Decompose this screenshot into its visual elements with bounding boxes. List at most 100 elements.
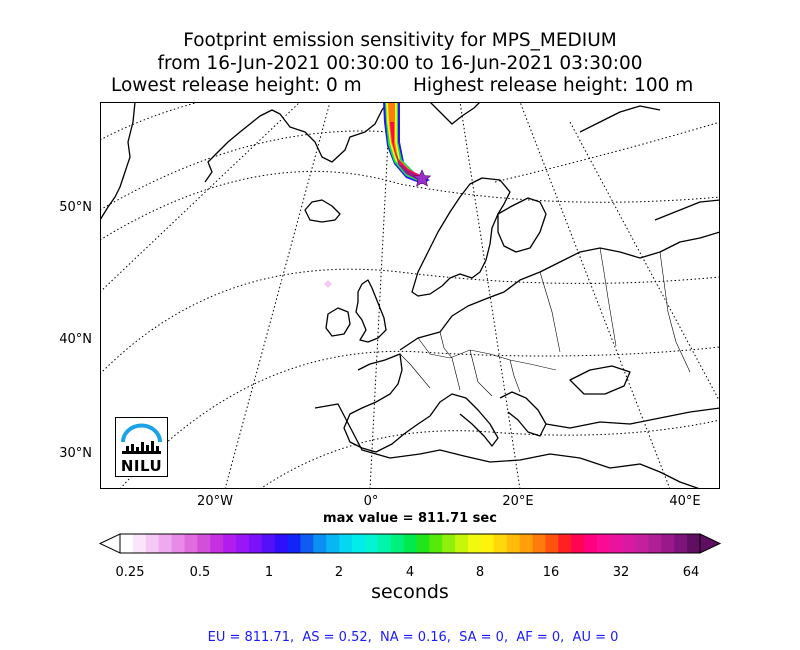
lat-label-50n: 50°N	[59, 200, 92, 215]
russia-north-coast	[654, 199, 720, 221]
colorbar-cell	[687, 534, 701, 553]
footprint-plume	[324, 102, 430, 288]
colorbar	[98, 533, 722, 554]
nilu-logo: NILU	[115, 417, 168, 477]
lon-label-20e: 20°E	[502, 494, 534, 509]
latitude-50-line	[100, 268, 720, 375]
colorbar-cell	[171, 534, 186, 553]
colorbar-cell	[120, 534, 134, 553]
greenland-east-coast	[204, 102, 389, 183]
colorbar-tick: 0.25	[115, 565, 145, 580]
north-africa-coast	[314, 403, 701, 489]
colorbar-cell	[442, 534, 456, 553]
latitude-40-line	[119, 346, 720, 489]
great-britain-outline	[355, 279, 387, 343]
colorbar-cell	[210, 534, 224, 553]
colorbar-tick: 32	[612, 565, 630, 580]
meridian-50e-line	[569, 121, 720, 403]
meridian-40w-line	[100, 102, 301, 293]
lon-label-40e: 40°E	[669, 494, 701, 509]
nilu-logo-text: NILU	[120, 457, 163, 475]
colorbar-tick: 0.5	[189, 565, 211, 580]
lon-label-20w: 20°W	[197, 494, 233, 509]
colorbar-cell	[571, 534, 585, 553]
colorbar-min-extend	[98, 533, 121, 554]
colorbar-frame	[119, 533, 701, 554]
meridian-40e-line	[519, 102, 671, 489]
colorbar-tick: 8	[475, 565, 485, 580]
colorbar-cell	[145, 534, 160, 553]
latitude-60a-line	[100, 130, 391, 211]
colorbar-cell	[223, 534, 237, 553]
colorbar-cell	[661, 534, 675, 553]
colorbar-cell	[480, 534, 495, 553]
colorbar-cell	[506, 534, 521, 553]
nilu-logo-icon	[121, 423, 162, 454]
colorbar-cell	[416, 534, 430, 553]
colorbar-cell	[455, 534, 469, 553]
colorbar-cell	[377, 534, 392, 553]
colorbar-cell	[339, 534, 353, 553]
coastlines	[100, 102, 720, 489]
colorbar-cell	[532, 534, 546, 553]
black-sea-outline	[569, 365, 631, 395]
star-icon[interactable]	[412, 169, 432, 187]
latitude-70-line	[100, 102, 202, 141]
balkans-outline	[499, 391, 547, 437]
colorbar-cell	[596, 534, 611, 553]
colorbar-tick: 64	[682, 565, 700, 580]
novaya-zemlya-outline	[579, 105, 661, 133]
colorbar-tick: 4	[405, 565, 415, 580]
colorbar-tick: 16	[542, 565, 560, 580]
country-borders	[399, 247, 691, 397]
lon-label-0: 0°	[363, 494, 379, 509]
scandinavia-outline	[411, 177, 511, 297]
meridian-20w-line	[224, 102, 331, 489]
colorbar-cell	[558, 534, 572, 553]
colorbar-cell	[622, 534, 637, 553]
colorbar-cell	[261, 534, 276, 553]
region-totals: EU = 811.71, AS = 0.52, NA = 0.16, SA = …	[207, 630, 619, 645]
lowest-release-height: Lowest release height: 0 m	[111, 75, 362, 96]
colorbar-cell	[158, 534, 173, 553]
colorbar-cell	[468, 534, 482, 553]
lat-label-30n: 30°N	[59, 446, 92, 461]
colorbar-cell	[648, 534, 662, 553]
colorbar-cell	[132, 534, 147, 553]
colorbar-cell	[300, 534, 314, 553]
title-line-1: Footprint emission sensitivity for MPS_M…	[183, 30, 617, 51]
colorbar-cell	[248, 534, 263, 553]
colorbar-cell	[274, 534, 289, 553]
colorbar-cell	[352, 534, 366, 553]
colorbar-cell	[584, 534, 598, 553]
finland-outline	[497, 197, 547, 253]
colorbar-cell	[326, 534, 340, 553]
latitude-60c-line	[100, 170, 720, 241]
iceland-outline	[304, 199, 341, 223]
colorbar-cell	[674, 534, 688, 553]
colorbar-cell	[429, 534, 443, 553]
turkey-coast	[545, 407, 720, 429]
colorbar-cell	[184, 534, 198, 553]
colorbar-tick: 1	[264, 565, 274, 580]
colorbar-cell	[493, 534, 508, 553]
map-canvas	[100, 102, 720, 489]
colorbar-cell	[390, 534, 405, 553]
colorbar-max-extend	[699, 533, 722, 554]
colorbar-cell	[313, 534, 327, 553]
svalbard-outline	[429, 102, 481, 125]
meridian-20e-line	[459, 102, 521, 489]
map-panel[interactable]	[100, 102, 720, 489]
colorbar-cell	[236, 534, 250, 553]
colorbar-cell	[609, 534, 624, 553]
colorbar-units: seconds	[371, 581, 449, 603]
colorbar-cell	[364, 534, 379, 553]
colorbar-cell	[287, 534, 302, 553]
colorbar-cell	[197, 534, 211, 553]
colorbar-cell	[635, 534, 650, 553]
europe-north-coast	[399, 231, 720, 351]
greenland-west-coast	[100, 102, 136, 221]
lat-label-40n: 40°N	[59, 332, 92, 347]
graticule	[100, 102, 720, 489]
colorbar-cell	[403, 534, 418, 553]
